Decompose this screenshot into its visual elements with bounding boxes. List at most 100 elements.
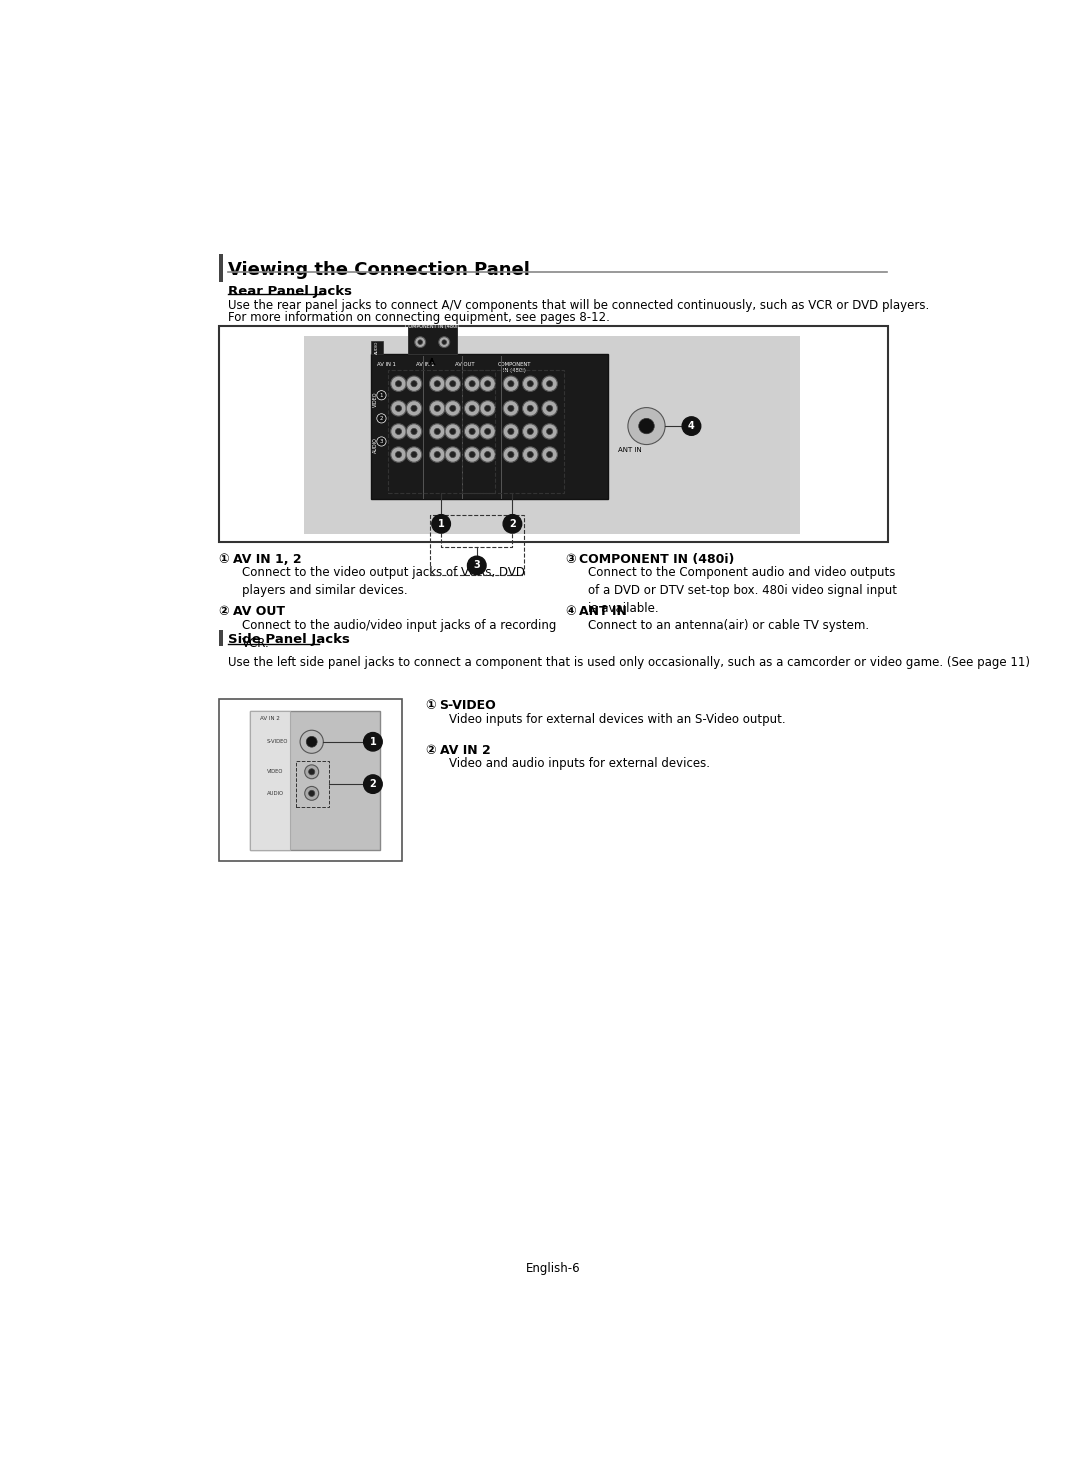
Circle shape xyxy=(395,381,402,387)
Text: 4: 4 xyxy=(688,421,694,432)
Circle shape xyxy=(434,381,441,387)
Circle shape xyxy=(364,733,382,751)
Circle shape xyxy=(527,451,534,458)
Text: 2: 2 xyxy=(380,415,383,421)
Circle shape xyxy=(464,401,480,417)
Circle shape xyxy=(469,451,475,458)
Circle shape xyxy=(391,401,406,417)
Text: For more information on connecting equipment, see pages 8-12.: For more information on connecting equip… xyxy=(228,310,610,324)
Circle shape xyxy=(464,375,480,392)
Circle shape xyxy=(377,390,387,401)
Circle shape xyxy=(503,446,518,463)
Circle shape xyxy=(391,446,406,463)
Circle shape xyxy=(508,381,514,387)
Text: Connect to the video output jacks of VCRs, DVD
players and similar devices.: Connect to the video output jacks of VCR… xyxy=(242,566,525,597)
Circle shape xyxy=(434,429,441,435)
Text: Use the left side panel jacks to connect a component that is used only occasiona: Use the left side panel jacks to connect… xyxy=(228,656,1030,670)
Circle shape xyxy=(523,375,538,392)
Text: 2: 2 xyxy=(509,519,516,529)
Circle shape xyxy=(391,424,406,439)
Circle shape xyxy=(527,381,534,387)
Text: Connect to an antenna(air) or cable TV system.: Connect to an antenna(air) or cable TV s… xyxy=(589,619,869,631)
Text: ②: ② xyxy=(426,743,436,757)
Text: COMPONENT IN (480i): COMPONENT IN (480i) xyxy=(405,324,459,328)
Circle shape xyxy=(542,401,557,417)
Circle shape xyxy=(395,405,402,411)
Text: VIDEO: VIDEO xyxy=(267,770,283,774)
Circle shape xyxy=(485,381,490,387)
Bar xyxy=(303,336,800,534)
Circle shape xyxy=(638,418,654,433)
Text: Connect to the audio/video input jacks of a recording
VCR.: Connect to the audio/video input jacks o… xyxy=(242,619,556,649)
Text: ③: ③ xyxy=(565,553,576,566)
Circle shape xyxy=(406,446,422,463)
Text: AV OUT: AV OUT xyxy=(232,606,285,618)
Circle shape xyxy=(449,451,456,458)
Circle shape xyxy=(503,375,518,392)
Circle shape xyxy=(438,337,449,347)
Circle shape xyxy=(377,414,387,423)
Text: AUDIO: AUDIO xyxy=(373,437,378,454)
Circle shape xyxy=(309,791,314,797)
Circle shape xyxy=(480,375,496,392)
Text: Side Panel Jacks: Side Panel Jacks xyxy=(228,633,350,646)
Text: AV IN 1: AV IN 1 xyxy=(377,362,396,367)
Circle shape xyxy=(449,405,456,411)
Bar xyxy=(372,355,608,500)
Circle shape xyxy=(508,451,514,458)
Circle shape xyxy=(434,405,441,411)
Circle shape xyxy=(464,424,480,439)
Circle shape xyxy=(508,405,514,411)
Circle shape xyxy=(406,375,422,392)
Bar xyxy=(430,514,524,575)
Circle shape xyxy=(468,556,486,575)
Circle shape xyxy=(410,451,417,458)
Text: Video and audio inputs for external devices.: Video and audio inputs for external devi… xyxy=(449,757,710,770)
Text: 1: 1 xyxy=(380,393,383,398)
Circle shape xyxy=(434,451,441,458)
Circle shape xyxy=(432,514,450,534)
Circle shape xyxy=(445,446,460,463)
Circle shape xyxy=(546,451,553,458)
Bar xyxy=(388,370,496,494)
Circle shape xyxy=(395,429,402,435)
Circle shape xyxy=(480,424,496,439)
Bar xyxy=(218,699,403,862)
Circle shape xyxy=(305,786,319,800)
Circle shape xyxy=(464,446,480,463)
Circle shape xyxy=(469,429,475,435)
Circle shape xyxy=(445,401,460,417)
Circle shape xyxy=(546,381,553,387)
Bar xyxy=(296,761,328,807)
Circle shape xyxy=(480,446,496,463)
Circle shape xyxy=(627,408,665,445)
Bar xyxy=(218,254,222,282)
Text: Connect to the Component audio and video outputs
of a DVD or DTV set-top box. 48: Connect to the Component audio and video… xyxy=(589,566,897,615)
Text: 1: 1 xyxy=(369,736,376,746)
Circle shape xyxy=(542,424,557,439)
Circle shape xyxy=(485,429,490,435)
Circle shape xyxy=(503,424,518,439)
Circle shape xyxy=(449,429,456,435)
Circle shape xyxy=(410,405,417,411)
Circle shape xyxy=(309,769,314,774)
Circle shape xyxy=(508,429,514,435)
Text: AV IN 2: AV IN 2 xyxy=(440,743,490,757)
Bar xyxy=(218,327,888,541)
Circle shape xyxy=(503,401,518,417)
Circle shape xyxy=(542,446,557,463)
Text: Rear Panel Jacks: Rear Panel Jacks xyxy=(228,285,352,299)
Circle shape xyxy=(430,424,445,439)
Text: 3: 3 xyxy=(473,560,481,571)
Circle shape xyxy=(418,340,422,344)
Circle shape xyxy=(546,405,553,411)
Circle shape xyxy=(406,401,422,417)
Circle shape xyxy=(406,424,422,439)
Circle shape xyxy=(410,381,417,387)
Circle shape xyxy=(305,766,319,779)
Circle shape xyxy=(449,381,456,387)
Circle shape xyxy=(485,405,490,411)
Text: AV IN 1, 2: AV IN 1, 2 xyxy=(232,553,301,566)
Text: VIDEO: VIDEO xyxy=(373,392,378,406)
Text: ①: ① xyxy=(218,553,229,566)
